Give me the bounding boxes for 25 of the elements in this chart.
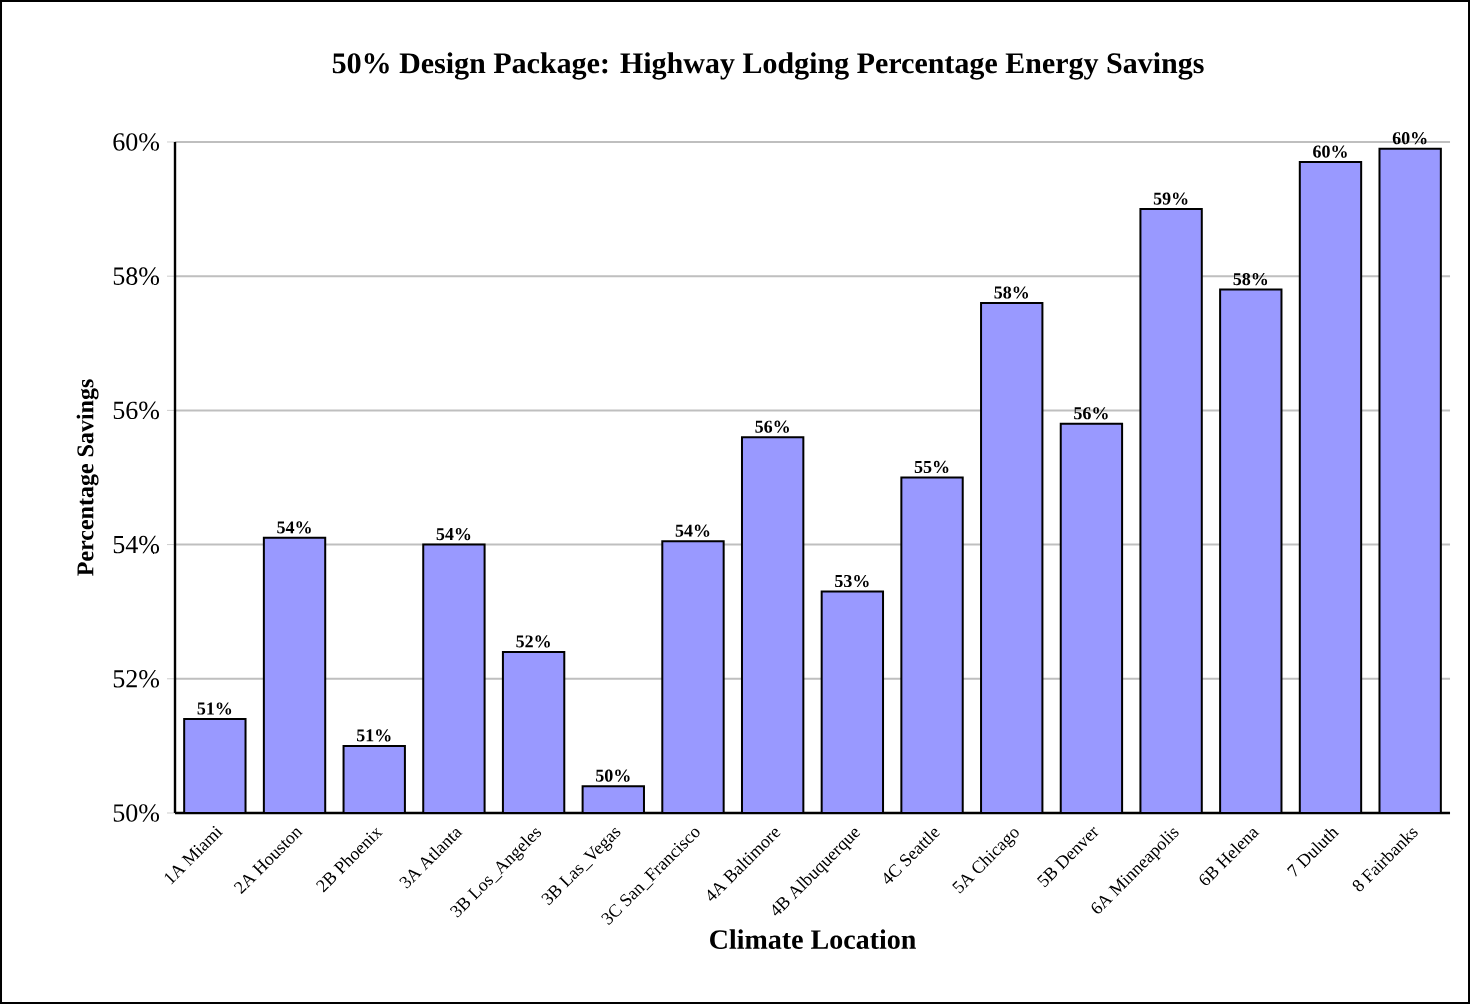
data-label: 58%: [1233, 272, 1268, 286]
data-label: 53%: [835, 574, 869, 588]
data-label: 56%: [755, 420, 789, 433]
chart-title: 50% Design Package: Highway Lodging Percentage Energy Savings: [332, 52, 1204, 80]
data-label: 52%: [516, 635, 550, 648]
y-tick-label: 56%: [113, 401, 160, 420]
y-tick-label: 50%: [113, 804, 160, 822]
data-label: 51%: [197, 702, 232, 715]
data-label: 55%: [914, 460, 949, 474]
data-label: 50%: [596, 769, 630, 782]
data-label: 54%: [675, 524, 710, 537]
data-label: 54%: [436, 527, 471, 541]
data-label: 56%: [1074, 407, 1108, 420]
y-axis-title: Percentage Savings: [76, 379, 99, 576]
data-label: 58%: [994, 286, 1029, 299]
data-label: 59%: [1153, 192, 1188, 205]
y-tick-label: 60%: [113, 133, 160, 151]
data-label: 54%: [277, 521, 311, 534]
data-label: 51%: [356, 729, 391, 742]
x-axis-title: Climate Location: [710, 929, 916, 950]
data-label: 60%: [1313, 145, 1347, 158]
data-label: 60%: [1392, 132, 1427, 145]
y-tick-label: 58%: [113, 267, 160, 285]
y-tick-label: 54%: [113, 535, 160, 554]
y-tick-label: 52%: [113, 669, 160, 688]
